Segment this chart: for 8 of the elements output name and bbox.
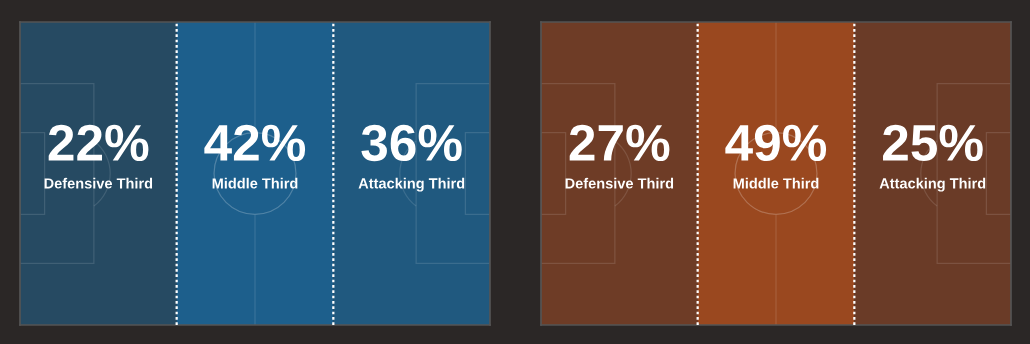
data-label: 36% xyxy=(361,124,462,162)
x-tick-label: Defensive Third xyxy=(565,177,674,189)
x-tick-label: Attacking Third xyxy=(358,177,465,192)
data-label: 27% xyxy=(569,124,670,162)
data-label: 22% xyxy=(48,124,149,162)
x-tick-label: Attacking Third xyxy=(879,177,986,192)
data-label: 25% xyxy=(883,124,983,162)
x-tick-label: Defensive Third xyxy=(44,177,153,189)
